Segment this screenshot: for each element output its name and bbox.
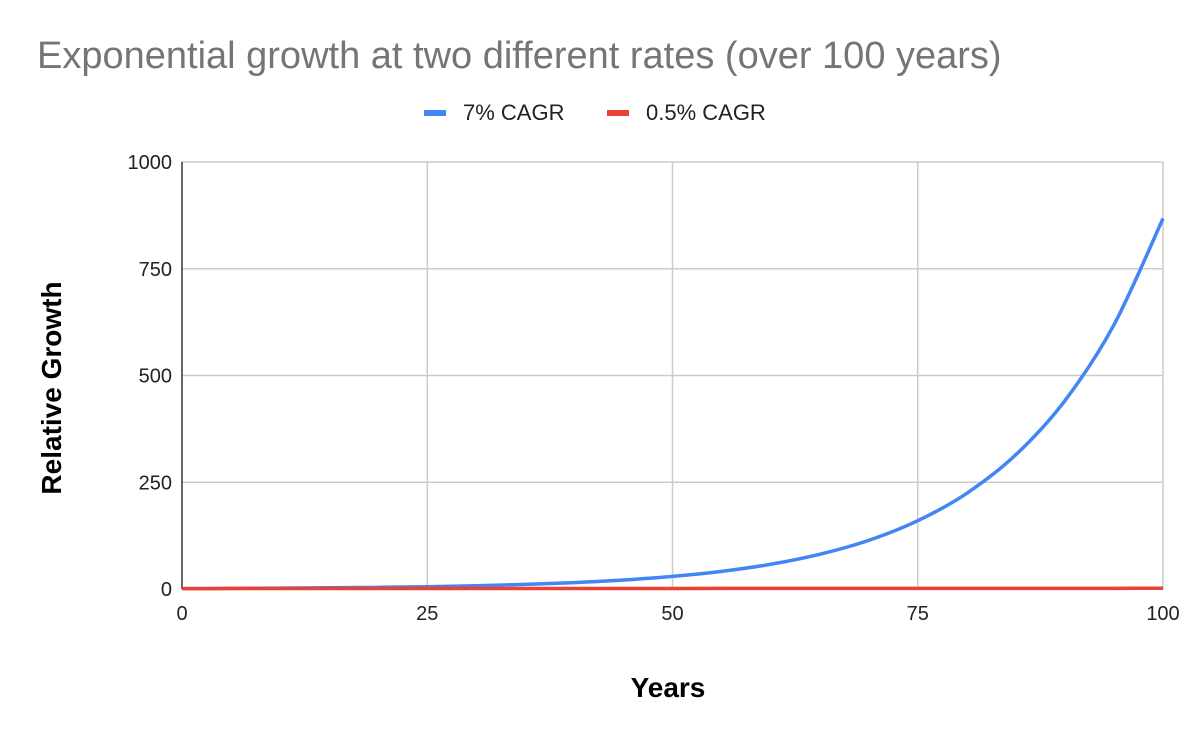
x-axis-title: Years <box>631 672 706 703</box>
y-tick-labels: 0 250 500 750 1000 <box>128 152 173 601</box>
x-tick-label: 50 <box>661 603 683 625</box>
y-tick-label: 500 <box>139 366 172 388</box>
y-tick-label: 250 <box>139 472 172 494</box>
x-tick-labels: 0 25 50 75 100 <box>176 603 1179 625</box>
y-tick-label: 750 <box>139 259 172 281</box>
x-tick-label: 0 <box>176 603 187 625</box>
y-tick-label: 1000 <box>128 152 173 174</box>
y-tick-label: 0 <box>161 579 172 601</box>
x-tick-label: 75 <box>907 603 929 625</box>
legend: 7% CAGR 0.5% CAGR <box>424 100 766 125</box>
legend-label-7pct: 7% CAGR <box>463 100 564 125</box>
chart-title: Exponential growth at two different rate… <box>37 35 1002 77</box>
series-layer <box>181 217 1165 591</box>
y-axis-title: Relative Growth <box>36 281 67 494</box>
legend-label-05pct: 0.5% CAGR <box>646 100 766 125</box>
x-tick-label: 25 <box>416 603 438 625</box>
gridlines <box>182 161 1164 589</box>
x-tick-label: 100 <box>1146 603 1179 625</box>
